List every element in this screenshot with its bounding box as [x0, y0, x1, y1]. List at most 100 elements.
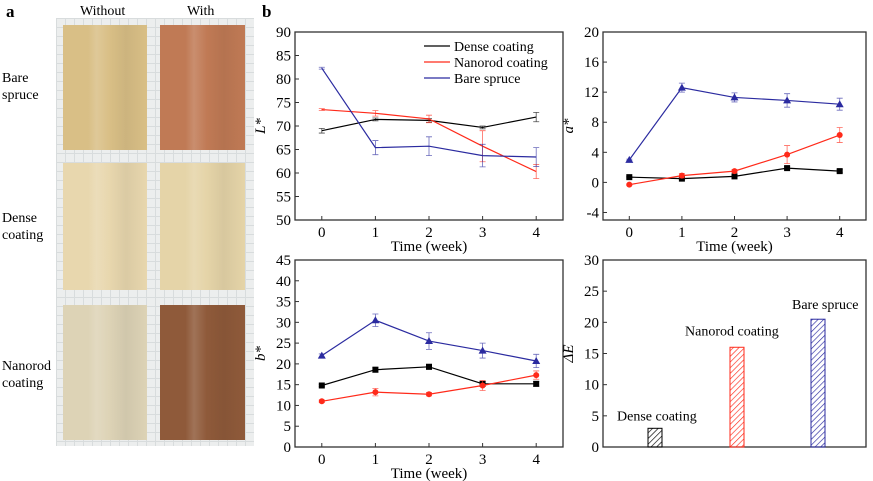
- x-tick-label: 0: [626, 225, 634, 241]
- error-bar: [533, 147, 540, 167]
- y-tick-label: 80: [276, 72, 291, 88]
- chart-2: 0 5 10 15 20 25 30 35 40 45 b* 0 1 2 3 4 Time (week): [253, 253, 564, 481]
- data-point-circle: [784, 151, 791, 158]
- data-point-circle: [678, 172, 685, 179]
- error-bar: [426, 114, 432, 124]
- y-tick-label: 50: [276, 213, 291, 229]
- x-tick-label: 2: [425, 452, 433, 468]
- row-label-dense: Dense coating: [2, 210, 43, 244]
- error-bar: [533, 111, 540, 123]
- error-bar: [372, 117, 379, 122]
- data-point-square: [731, 173, 738, 180]
- bar-dense: [647, 427, 663, 448]
- legend-label-bare: Bare spruce: [454, 72, 520, 87]
- data-point-square: [372, 366, 379, 373]
- row-label-line: Bare: [2, 71, 29, 86]
- bar-bare: [810, 318, 826, 448]
- data-point-square: [784, 165, 791, 172]
- y-tick-label: 55: [276, 190, 291, 206]
- y-tick-label: 0: [284, 440, 292, 456]
- legend-label-nanorod: Nanorod coating: [454, 56, 548, 71]
- bar-nanorod: [729, 346, 745, 448]
- y-tick-label: 0: [592, 175, 600, 191]
- error-bar: [318, 127, 325, 134]
- data-point-triangle: [532, 356, 541, 364]
- photo-background: [56, 18, 254, 446]
- bar-label-bare: Bare spruce: [792, 298, 858, 313]
- y-axis-label: ΔE: [561, 345, 577, 364]
- y-tick-label: 10: [584, 378, 599, 394]
- y-tick-label: 12: [584, 85, 599, 101]
- error-bar: [479, 125, 486, 130]
- data-point-triangle: [478, 346, 487, 354]
- error-bar: [318, 66, 325, 70]
- x-tick-label: 3: [479, 225, 487, 241]
- y-tick-label: 25: [584, 284, 599, 300]
- row-label-nanorod: Nanorod coating: [2, 358, 51, 392]
- data-point-circle: [372, 389, 379, 396]
- data-point-circle: [836, 132, 843, 139]
- data-point-triangle: [783, 96, 792, 104]
- plot-frame: [294, 259, 564, 448]
- x-tick-label: 0: [318, 225, 326, 241]
- photo-nanorod-without: [63, 305, 147, 440]
- row-label-line: Nanorod: [2, 359, 51, 374]
- column-header-with: With: [187, 4, 215, 19]
- error-bar: [372, 110, 379, 117]
- y-axis-label: L*: [253, 118, 269, 135]
- data-point-square: [626, 174, 633, 181]
- x-tick-label: 1: [372, 452, 380, 468]
- photo-dense-with: [160, 163, 245, 290]
- y-tick-label: 8: [592, 115, 600, 131]
- y-tick-label: 5: [592, 409, 600, 425]
- data-point-square: [678, 175, 685, 182]
- data-point-circle: [626, 181, 633, 188]
- error-bar: [318, 108, 325, 111]
- y-tick-label: 16: [584, 55, 600, 71]
- row-label-line: Dense: [2, 211, 37, 226]
- x-tick-label: 4: [532, 452, 540, 468]
- data-point-square: [533, 380, 540, 387]
- y-tick-label: 5: [284, 419, 292, 435]
- y-tick-label: -4: [587, 205, 600, 221]
- y-tick-label: 20: [276, 357, 291, 373]
- x-axis-label: Time (week): [391, 466, 468, 481]
- x-tick-label: 3: [479, 452, 487, 468]
- panel-b-label: b: [262, 2, 272, 21]
- photo-nanorod-with: [160, 305, 245, 440]
- error-bar: [372, 140, 379, 156]
- y-tick-label: 25: [276, 336, 291, 352]
- y-tick-label: 65: [276, 143, 291, 159]
- y-tick-label: 35: [276, 295, 291, 311]
- x-tick-label: 4: [836, 225, 844, 241]
- y-tick-label: 15: [584, 347, 599, 363]
- x-tick-label: 1: [678, 225, 686, 241]
- y-tick-label: 70: [276, 119, 291, 135]
- y-tick-label: 4: [592, 145, 600, 161]
- data-point-circle: [318, 398, 325, 405]
- chart-3: 0 5 10 15 20 25 30 ΔE Dense coating Nanorod coati…: [561, 253, 867, 456]
- legend-label-dense: Dense coating: [454, 40, 534, 55]
- y-tick-label: 15: [276, 378, 291, 394]
- x-axis-label: Time (week): [696, 239, 773, 255]
- data-point-circle: [731, 168, 738, 175]
- row-label-line: coating: [2, 228, 44, 243]
- data-point-triangle: [677, 83, 686, 91]
- error-bar: [426, 136, 432, 157]
- data-point-triangle: [730, 93, 739, 101]
- y-tick-label: 30: [276, 315, 291, 331]
- y-axis-label: a*: [561, 118, 577, 134]
- bar-label-nanorod: Nanorod coating: [685, 324, 779, 339]
- bar-label-dense: Dense coating: [617, 409, 697, 424]
- row-label-line: spruce: [2, 88, 39, 103]
- y-tick-label: 40: [276, 274, 291, 290]
- data-point-triangle: [835, 100, 844, 108]
- plot-frame: [602, 31, 867, 221]
- data-point-triangle: [625, 155, 634, 163]
- column-header-without: Without: [80, 4, 126, 19]
- y-tick-label: 30: [584, 253, 599, 269]
- data-point-square: [836, 168, 843, 175]
